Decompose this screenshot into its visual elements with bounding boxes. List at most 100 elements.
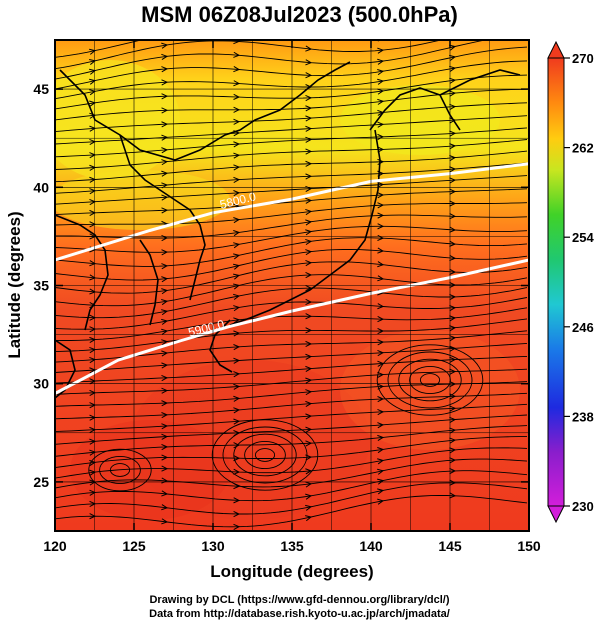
streamline-arrow — [449, 213, 457, 220]
streamline-arrow — [233, 51, 241, 58]
streamline-arrow — [305, 493, 313, 500]
x-tick-label: 145 — [438, 538, 462, 554]
streamline-arrow — [305, 440, 313, 447]
colorbar-tick-label: 246 — [572, 320, 594, 335]
streamline-arrow — [305, 313, 313, 320]
streamline-arrow — [305, 229, 313, 236]
streamline-arrow — [377, 98, 385, 105]
streamline-arrow — [377, 88, 385, 95]
colorbar-tick-label: 270 — [572, 51, 594, 66]
colorbar-tick-label: 238 — [572, 409, 594, 424]
streamline-arrow — [377, 468, 385, 475]
streamline-arrow — [233, 152, 241, 159]
y-tick-label: 30 — [33, 376, 49, 392]
streamline-arrow — [377, 349, 385, 357]
streamline — [55, 225, 528, 253]
streamline-arrow — [89, 152, 97, 159]
streamline-arrow — [305, 340, 313, 348]
streamline-arrow — [161, 423, 169, 430]
y-tick-label: 35 — [33, 278, 49, 294]
x-tick-label: 120 — [43, 538, 67, 554]
streamline-arrow — [161, 477, 169, 484]
streamline — [55, 237, 528, 267]
streamline-arrow — [377, 247, 385, 254]
streamline-arrow — [233, 395, 241, 402]
streamline — [55, 40, 443, 70]
streamline-arrow — [161, 207, 169, 214]
streamline-arrow — [377, 78, 385, 85]
wind-streamlines — [55, 25, 528, 530]
streamline-arrow — [89, 389, 97, 396]
streamline-arrow — [449, 90, 457, 97]
streamline-arrow — [161, 79, 169, 86]
streamline-arrow — [305, 208, 313, 216]
streamline-arrow — [377, 458, 385, 465]
streamline-arrow — [161, 412, 169, 419]
streamline-arrow — [449, 117, 457, 124]
streamline-arrow — [449, 65, 457, 72]
streamline — [55, 307, 528, 341]
streamline-arrow — [449, 143, 457, 150]
streamline-arrow — [449, 155, 457, 162]
x-tick-label: 130 — [201, 538, 225, 554]
streamline-arrow — [161, 299, 169, 306]
streamline-arrow — [449, 457, 457, 464]
streamline-arrow — [161, 444, 169, 451]
streamline-arrow — [233, 418, 241, 425]
streamline-arrow — [233, 217, 241, 224]
streamline-arrow — [161, 33, 167, 38]
streamline-arrow — [233, 242, 241, 249]
streamline-arrow — [449, 368, 457, 375]
colorbar-ticks: 270 262 254 246 238 230 — [564, 51, 594, 514]
vortex-streamline — [109, 463, 131, 477]
streamline-arrow — [449, 416, 457, 423]
streamline-arrow — [233, 305, 241, 312]
streamline-arrow — [233, 106, 241, 113]
x-tick-label: 140 — [359, 538, 383, 554]
streamline-arrow — [233, 230, 241, 237]
chart-title: MSM 06Z08Jul2023 (500.0hPa) — [141, 2, 458, 27]
streamline-arrow — [161, 374, 169, 382]
streamline — [55, 102, 528, 133]
streamline — [55, 368, 528, 395]
streamline-arrow — [377, 261, 385, 268]
streamline-arrow — [233, 455, 241, 462]
streamline-arrow — [89, 68, 97, 75]
streamline-arrow — [233, 176, 241, 183]
streamline — [55, 495, 528, 528]
streamline — [55, 127, 528, 158]
streamline-arrow — [305, 59, 313, 66]
streamline-arrow — [161, 159, 169, 166]
streamline-arrow — [233, 407, 241, 414]
streamline-arrow — [233, 190, 241, 197]
x-axis-label: Longitude (degrees) — [210, 562, 373, 581]
x-tick-label: 125 — [122, 538, 146, 554]
streamline-arrow — [161, 350, 169, 357]
streamline-arrow — [305, 125, 313, 132]
colorbar-tick-label: 230 — [572, 499, 594, 514]
streamline — [55, 261, 528, 294]
streamline-arrow — [377, 212, 385, 219]
streamline-arrow — [161, 93, 169, 100]
streamline-arrow — [161, 339, 169, 346]
streamline-arrow — [161, 42, 169, 49]
streamline-arrow — [89, 274, 97, 281]
streamline-arrow — [305, 94, 313, 102]
field-patches — [55, 60, 520, 520]
streamline-arrow — [233, 80, 241, 87]
streamline-arrow — [377, 434, 385, 442]
streamline-arrow — [449, 77, 457, 84]
streamline-arrow — [377, 58, 385, 65]
streamline-arrow — [305, 249, 313, 256]
streamline — [55, 46, 528, 90]
streamline-arrow — [377, 422, 385, 429]
streamline — [55, 287, 528, 319]
streamline-arrow — [161, 465, 169, 472]
streamline — [55, 447, 528, 479]
streamline-arrow — [89, 513, 97, 520]
streamline-arrow — [305, 298, 313, 306]
streamline-arrow — [89, 100, 97, 107]
streamline-arrow — [449, 25, 455, 30]
streamline-arrow — [233, 93, 241, 100]
streamline — [55, 470, 528, 502]
